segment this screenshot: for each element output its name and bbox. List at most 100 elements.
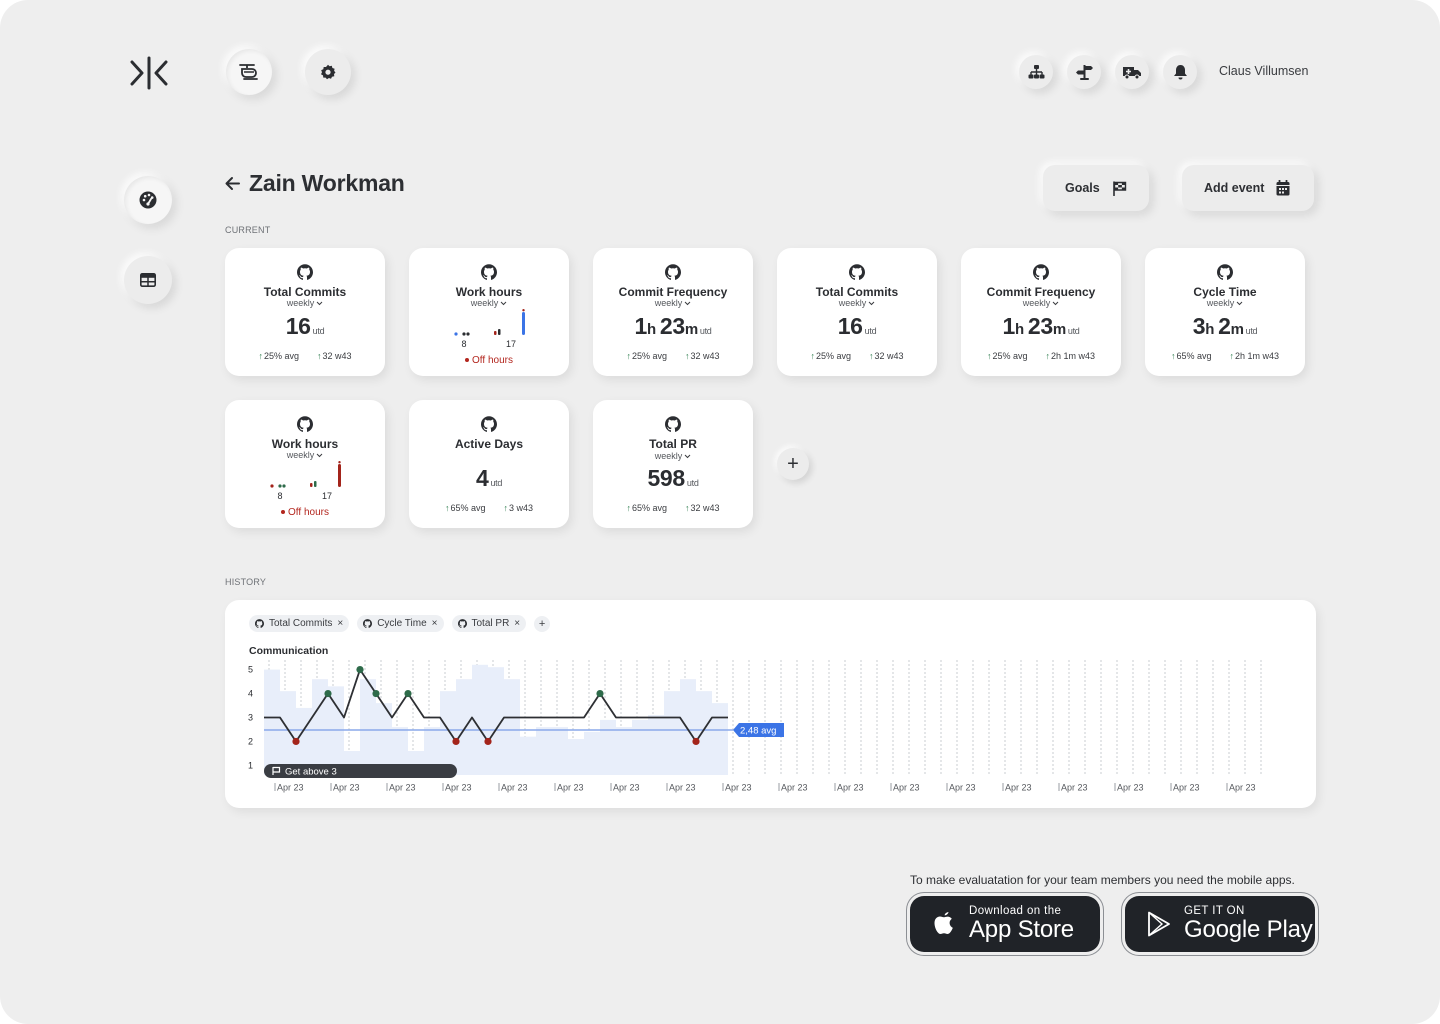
metric-card-commit-frequency[interactable]: Commit Frequency weekly 1h 23m utd ↑25% av… (961, 248, 1121, 376)
github-icon (481, 416, 497, 432)
plus-icon: + (787, 452, 799, 475)
sidebar-item-table[interactable] (124, 256, 172, 304)
google-play-button[interactable]: GET IT ON Google Play (1125, 896, 1315, 952)
history-bar (392, 727, 408, 775)
card-stats: ↑25% avg ↑32 w43 (626, 351, 720, 361)
x-tick-label: Apr 23 (333, 783, 360, 793)
app-store-button[interactable]: Download on the App Store (910, 896, 1100, 952)
add-event-label: Add event (1204, 181, 1265, 195)
period-select[interactable]: weekly (593, 298, 753, 308)
x-tick-label: Apr 23 (893, 783, 920, 793)
card-title: Commit Frequency (618, 285, 728, 299)
history-bar (280, 691, 296, 775)
y-tick-label: 5 (248, 665, 253, 675)
history-bar (472, 664, 488, 775)
history-bar (632, 719, 648, 775)
metric-card-work-hours[interactable]: Work hours weekly 8 17 Off hours (225, 400, 385, 528)
signpost-button[interactable] (1067, 55, 1101, 89)
github-icon (297, 416, 313, 432)
period-select[interactable]: weekly (777, 298, 937, 308)
x-tick-label: Apr 23 (669, 783, 696, 793)
user-name[interactable]: Claus Villumsen (1219, 64, 1309, 78)
ambulance-icon (1123, 66, 1141, 79)
history-section-label: HISTORY (225, 577, 267, 587)
history-bar (664, 691, 680, 775)
metric-card-total-commits[interactable]: Total Commits weekly 16 utd ↑25% avg ↑32 w… (777, 248, 937, 376)
period-select[interactable]: weekly (225, 298, 385, 308)
x-tick-label: Apr 23 (1173, 783, 1200, 793)
app-store-small-text: Download on the (969, 905, 1062, 917)
settings-button[interactable] (305, 49, 351, 95)
card-title: Cycle Time (1193, 285, 1257, 299)
x-tick-label: Apr 23 (277, 783, 304, 793)
history-panel: Total Commits × Cycle Time × Total PR × + C… (225, 600, 1316, 808)
goals-button[interactable]: Goals (1043, 165, 1149, 211)
helicopter-icon (239, 64, 258, 80)
dashboard-icon (139, 191, 157, 209)
period-select[interactable]: weekly (409, 298, 569, 308)
ambulance-button[interactable] (1115, 55, 1149, 89)
sidebar-item-dashboard[interactable] (124, 176, 172, 224)
x-tick-label: Apr 23 (445, 783, 472, 793)
metric-card-commit-frequency[interactable]: Commit Frequency weekly 1h 23m utd ↑25% av… (593, 248, 753, 376)
chip-total-commits[interactable]: Total Commits × (249, 615, 350, 632)
card-value: 4 utd (475, 465, 503, 491)
org-chart-button[interactable] (1019, 55, 1053, 89)
goal-bar (264, 764, 457, 778)
period-select[interactable]: weekly (593, 451, 753, 461)
metric-card-cycle-time[interactable]: Cycle Time weekly 3h 2m utd ↑65% avg ↑2h 1m… (1145, 248, 1305, 376)
add-metric-button[interactable]: + (777, 448, 809, 480)
remove-chip-icon[interactable]: × (431, 618, 438, 629)
metric-card-total-pr[interactable]: Total PR weekly 598 utd ↑65% avg ↑32 w43 (593, 400, 753, 528)
person-name: Zain Workman (249, 170, 405, 196)
page-title: Zain Workman (224, 170, 405, 197)
history-bar (616, 727, 632, 775)
chevron-down-icon (684, 301, 691, 306)
y-tick-label: 3 (248, 713, 253, 723)
y-tick-label: 2 (248, 736, 253, 746)
history-bar (488, 667, 504, 775)
notifications-button[interactable] (1163, 55, 1197, 89)
add-chip-button[interactable]: + (534, 615, 551, 632)
x-tick-label: Apr 23 (1061, 783, 1088, 793)
flag-icon (272, 766, 281, 775)
period-select[interactable]: weekly (225, 450, 385, 460)
card-title: Total Commits (815, 285, 899, 299)
chip-cycle-time[interactable]: Cycle Time × (357, 615, 444, 632)
checkered-flag-icon (1112, 180, 1126, 196)
metric-card-active-days[interactable]: Active Days 4 utd ↑65% avg ↑3 w43 (409, 400, 569, 528)
hour-label-end: 17 (506, 339, 516, 349)
period-select[interactable]: weekly (1145, 298, 1305, 308)
github-icon (665, 264, 681, 280)
back-arrow-icon[interactable] (224, 175, 241, 192)
remove-chip-icon[interactable]: × (337, 618, 344, 629)
period-select[interactable]: weekly (961, 298, 1121, 308)
google-play-icon (1148, 911, 1170, 937)
metric-card-total-commits[interactable]: Total Commits weekly 16 utd ↑25% avg ↑32 w… (225, 248, 385, 376)
history-bar (440, 691, 456, 775)
metric-card-work-hours[interactable]: Work hours weekly 8 17 Off hours (409, 248, 569, 376)
card-value: 3h 2m utd (1192, 313, 1258, 339)
history-bar (360, 679, 376, 775)
google-play-small-text: GET IT ON (1184, 905, 1245, 917)
chevron-down-icon (316, 301, 323, 306)
chip-total-pr[interactable]: Total PR × (451, 615, 527, 632)
card-title: Active Days (454, 437, 524, 451)
history-bar (424, 727, 440, 775)
history-bar (520, 736, 536, 775)
card-stats: ↑25% avg ↑2h 1m w43 (986, 351, 1096, 361)
history-bar (312, 679, 328, 775)
card-title: Work hours (455, 285, 523, 299)
average-badge (733, 722, 784, 737)
github-icon (481, 264, 497, 280)
table-icon (140, 273, 156, 287)
card-stats: ↑65% avg ↑2h 1m w43 (1170, 351, 1280, 361)
high-point (324, 689, 332, 698)
x-tick-label: Apr 23 (501, 783, 528, 793)
remove-chip-icon[interactable]: × (514, 618, 521, 629)
add-event-button[interactable]: Add event (1182, 165, 1314, 211)
logo-icon[interactable] (130, 56, 168, 90)
card-value: 598 utd (647, 465, 699, 491)
chart-title: Communication (249, 645, 329, 657)
helicopter-button[interactable] (226, 49, 272, 95)
